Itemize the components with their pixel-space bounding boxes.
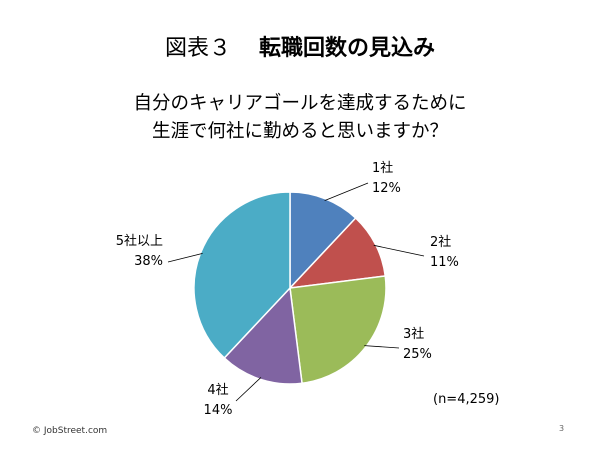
slice-category-5: 5社以上 <box>116 233 163 249</box>
question-line-1: 自分のキャリアゴールを達成するために <box>133 93 467 114</box>
leader-line-4 <box>235 377 262 402</box>
question-line-2: 生涯で何社に勤めると思いますか？ <box>151 121 448 142</box>
slice-category-2: 2社 <box>430 234 451 250</box>
pie-slice-4 <box>223 286 303 385</box>
page-number: 3 <box>559 424 565 433</box>
slice-percent-2: 11% <box>430 255 459 270</box>
leader-line-2 <box>373 244 425 257</box>
slice-label-2: 2社 11% <box>430 234 459 270</box>
slice-label-3: 3社 25% <box>403 326 432 362</box>
slice-percent-5: 38% <box>134 254 163 269</box>
sample-size-note: (n=4,259) <box>433 392 500 407</box>
slice-category-4: 4社 <box>207 382 228 398</box>
pie-slice-5 <box>193 191 291 360</box>
slice-category-1: 1社 <box>372 160 393 176</box>
slice-label-4: 4社 14% <box>204 382 233 418</box>
slice-category-3: 3社 <box>403 326 424 342</box>
slice-label-1: 1社 12% <box>372 160 401 196</box>
slice-percent-3: 25% <box>403 347 432 362</box>
slice-percent-4: 14% <box>204 403 233 418</box>
slice-label-5: 5社以上 38% <box>116 233 163 269</box>
chart-title-row: 図表３ 転職回数の見込み <box>0 30 600 62</box>
slice-percent-1: 12% <box>372 181 401 196</box>
survey-question: 自分のキャリアゴールを達成するために 生涯で何社に勤めると思いますか？ <box>0 90 600 146</box>
pie-slice-3 <box>289 275 387 385</box>
pie-slice-2 <box>288 216 387 290</box>
leader-line-5 <box>167 253 203 263</box>
figure-number: 図表３ <box>164 36 231 61</box>
leader-line-3 <box>364 345 400 349</box>
pie-slice-1 <box>289 191 357 290</box>
chart-title: 転職回数の見込み <box>259 36 436 61</box>
copyright-text: © JobStreet.com <box>32 426 108 436</box>
leader-line-1 <box>324 182 369 201</box>
